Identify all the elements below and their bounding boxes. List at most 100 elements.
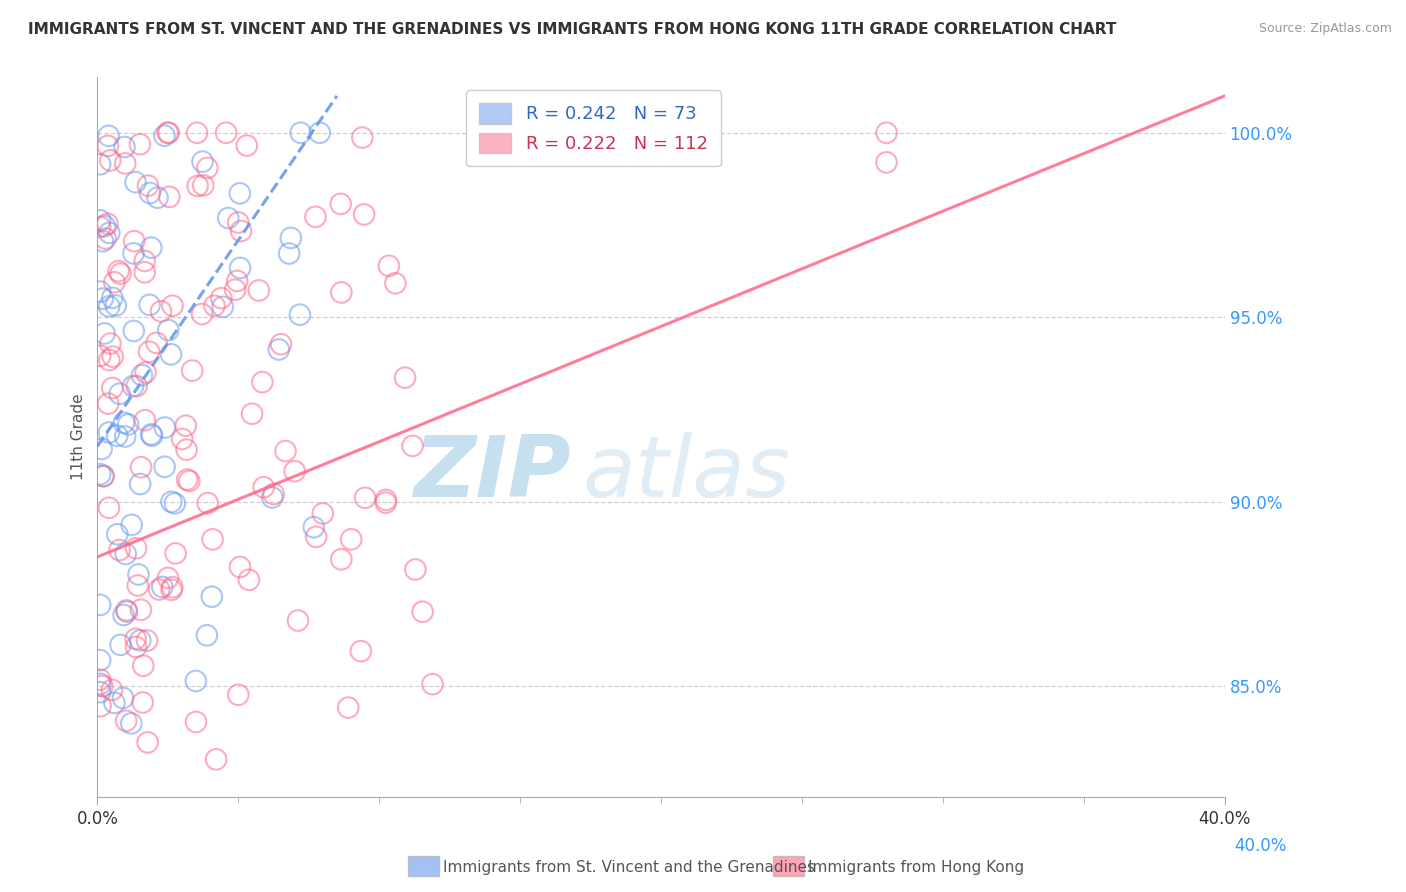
Point — [290, 126, 312, 140]
Point — [141, 427, 163, 442]
Point — [302, 520, 325, 534]
Point — [94, 232, 117, 246]
Point — [91, 469, 114, 483]
Point — [229, 260, 252, 275]
Point — [179, 474, 201, 488]
Point — [174, 418, 197, 433]
Point — [191, 154, 214, 169]
Point — [97, 500, 120, 515]
Point — [139, 186, 162, 200]
Point — [89, 685, 111, 699]
Point — [187, 178, 209, 193]
Point — [229, 224, 252, 238]
Point — [93, 326, 115, 341]
Point — [156, 126, 179, 140]
Point — [267, 343, 290, 357]
Point — [181, 363, 204, 377]
Point — [129, 633, 152, 648]
Point — [217, 211, 239, 225]
Point — [89, 213, 111, 227]
Point — [236, 138, 259, 153]
Point — [114, 429, 136, 443]
Point — [330, 552, 353, 566]
Point — [115, 714, 138, 728]
Point — [340, 533, 363, 547]
Point — [204, 299, 226, 313]
Point — [98, 226, 121, 240]
Point — [253, 480, 276, 494]
Point — [141, 241, 163, 255]
Point — [287, 614, 309, 628]
Point — [226, 688, 249, 702]
Point — [115, 605, 138, 619]
Point — [101, 291, 124, 305]
Point — [262, 491, 284, 505]
Point — [201, 533, 224, 547]
Point — [172, 432, 194, 446]
Legend: R = 0.242   N = 73, R = 0.222   N = 112: R = 0.242 N = 73, R = 0.222 N = 112 — [467, 90, 720, 166]
Point — [91, 234, 114, 248]
Point — [98, 353, 121, 368]
Point — [160, 582, 183, 597]
Point — [284, 464, 307, 478]
Point — [105, 428, 128, 442]
Point — [209, 291, 232, 305]
Point — [195, 628, 218, 642]
Point — [247, 284, 270, 298]
Point — [329, 197, 352, 211]
Point — [160, 495, 183, 509]
Point — [115, 603, 138, 617]
Point — [125, 640, 148, 654]
Point — [238, 573, 260, 587]
Text: 40.0%: 40.0% — [1234, 837, 1286, 855]
Point — [138, 298, 160, 312]
Point — [90, 442, 112, 456]
Point — [117, 417, 139, 432]
Point — [354, 491, 377, 505]
Point — [150, 304, 173, 318]
Point — [176, 473, 198, 487]
Point — [91, 292, 114, 306]
Point — [308, 126, 330, 140]
Point — [252, 375, 274, 389]
Point — [330, 285, 353, 300]
Point — [131, 696, 153, 710]
Point — [422, 677, 444, 691]
Point — [337, 700, 360, 714]
Point — [184, 714, 207, 729]
Point — [131, 368, 153, 383]
Point — [134, 265, 156, 279]
Point — [90, 699, 112, 714]
Point — [304, 210, 326, 224]
Point — [193, 178, 215, 193]
Point — [96, 217, 118, 231]
Point — [270, 337, 292, 351]
Point — [98, 153, 121, 168]
Point — [153, 420, 176, 434]
Point — [100, 336, 122, 351]
Point — [101, 381, 124, 395]
Point — [97, 139, 120, 153]
Point — [226, 215, 249, 229]
Text: Immigrants from Hong Kong: Immigrants from Hong Kong — [808, 860, 1025, 874]
Point — [120, 716, 142, 731]
Point — [122, 246, 145, 260]
Point — [136, 178, 159, 193]
Point — [148, 582, 170, 597]
Point — [97, 396, 120, 410]
Point — [876, 126, 898, 140]
Point — [135, 366, 157, 380]
Point — [374, 492, 396, 507]
Point — [121, 517, 143, 532]
Point — [127, 578, 149, 592]
Point — [186, 126, 208, 140]
Point — [157, 190, 180, 204]
Point — [111, 690, 134, 705]
Point — [165, 546, 187, 560]
Point — [305, 530, 328, 544]
Point — [229, 186, 252, 201]
Point — [211, 300, 233, 314]
Point — [98, 300, 121, 314]
Point — [197, 496, 219, 510]
Point — [229, 560, 252, 574]
